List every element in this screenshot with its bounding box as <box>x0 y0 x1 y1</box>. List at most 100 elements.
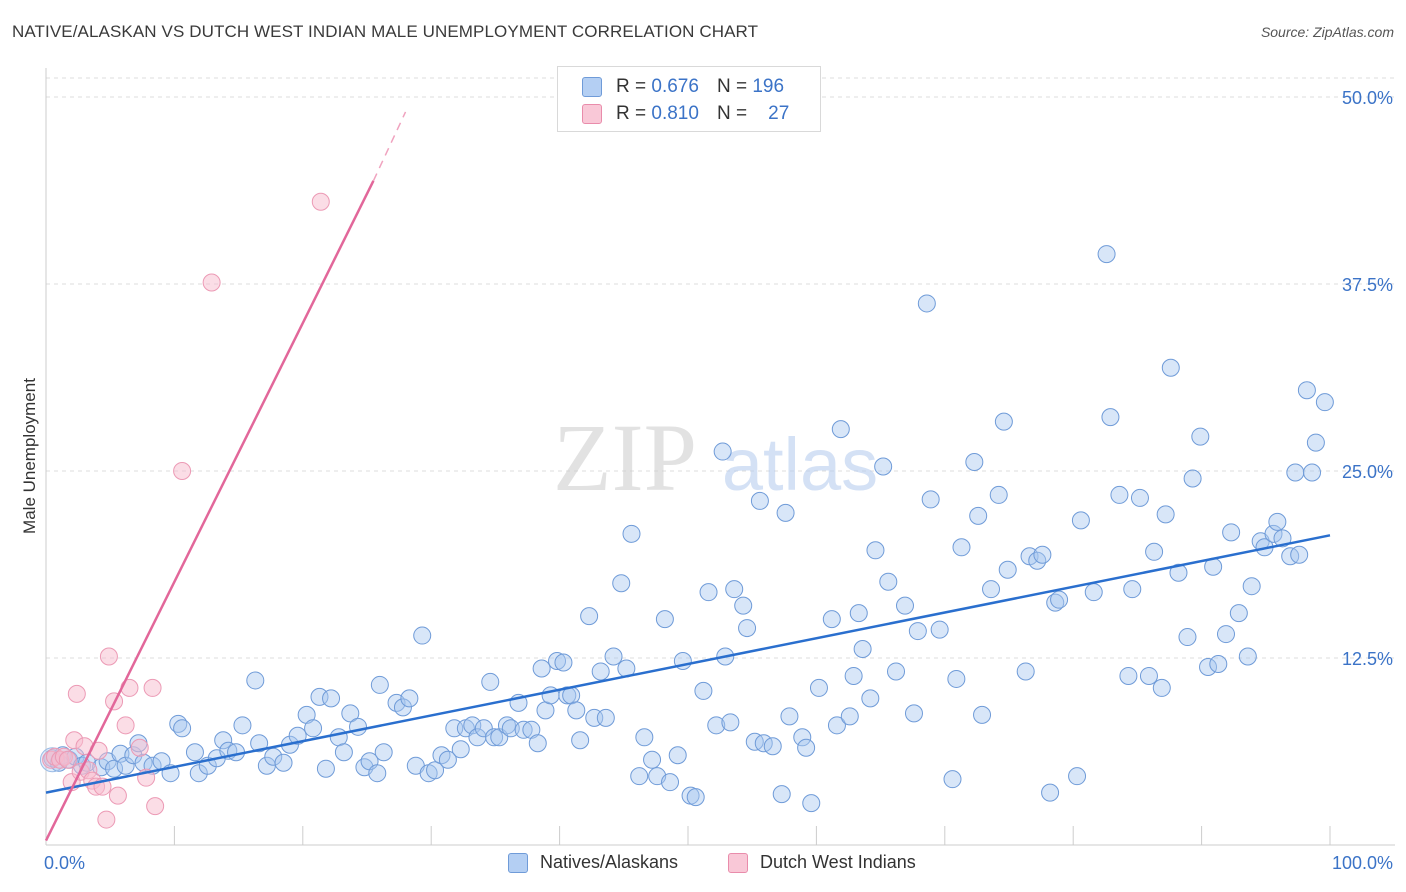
data-point-natives <box>982 580 1001 599</box>
legend-r-value: 0.676 <box>651 76 699 97</box>
data-point-natives <box>1183 469 1202 488</box>
data-point-natives <box>116 756 135 775</box>
chart-title: NATIVE/ALASKAN VS DUTCH WEST INDIAN MALE… <box>12 22 759 41</box>
data-point-natives <box>463 716 482 735</box>
data-point-natives <box>1145 542 1164 561</box>
watermark-zip: ZIP <box>553 404 697 511</box>
data-point-natives <box>840 707 859 726</box>
data-point-natives <box>1290 545 1309 564</box>
data-point-natives <box>686 788 705 807</box>
data-point-natives <box>1097 245 1116 264</box>
grid-layer <box>46 77 1395 659</box>
data-point-natives <box>1315 393 1334 412</box>
data-point-natives <box>827 716 846 735</box>
data-point-natives <box>304 719 323 738</box>
data-point-natives <box>861 689 880 708</box>
data-point-natives <box>763 737 782 756</box>
data-point-natives <box>329 728 348 747</box>
data-point-natives <box>105 759 124 778</box>
data-point-natives <box>250 734 269 753</box>
data-point-natives <box>793 728 812 747</box>
data-point-natives <box>1130 488 1149 507</box>
data-point-natives <box>474 719 493 738</box>
data-point-natives <box>930 620 949 639</box>
data-point-natives <box>111 744 130 763</box>
data-point-dutch <box>108 786 127 805</box>
data-point-natives <box>1139 666 1158 685</box>
legend-r-label: R = <box>616 76 647 97</box>
data-point-natives <box>1281 547 1300 566</box>
legend-swatch-blue <box>508 852 528 873</box>
data-point-dutch <box>143 678 162 697</box>
data-point-natives <box>797 738 816 757</box>
data-point-natives <box>1297 381 1316 400</box>
data-point-natives <box>288 726 307 745</box>
data-point-natives <box>866 541 885 560</box>
legend-n-value: 27 <box>768 103 790 124</box>
data-point-dutch <box>116 716 135 735</box>
data-point-natives <box>370 675 389 694</box>
data-point-natives <box>1242 577 1261 596</box>
data-point-natives <box>780 707 799 726</box>
data-point-natives <box>246 671 265 690</box>
data-point-natives <box>1028 551 1047 570</box>
legend-item-natives[interactable]: Natives/Alaskans <box>508 852 678 873</box>
data-point-natives <box>917 294 936 313</box>
legend-item-dutch[interactable]: Dutch West Indians <box>728 852 916 873</box>
data-point-natives <box>1156 505 1175 524</box>
data-point-natives <box>316 759 335 778</box>
data-point-natives <box>1268 512 1287 531</box>
data-point-natives <box>1084 583 1103 602</box>
data-point-natives <box>1123 580 1142 599</box>
data-point-natives <box>438 750 457 769</box>
data-point-natives <box>514 720 533 739</box>
data-point-natives <box>721 713 740 732</box>
data-point-natives <box>969 506 988 525</box>
watermark-atlas: atlas <box>722 423 878 506</box>
legend-label: Dutch West Indians <box>760 852 916 872</box>
data-point-natives <box>1306 433 1325 452</box>
legend-swatch-pink <box>582 104 602 124</box>
data-point-natives <box>921 490 940 509</box>
data-point-natives <box>1286 463 1305 482</box>
data-point-natives <box>189 764 208 783</box>
data-point-natives <box>668 746 687 765</box>
data-point-natives <box>548 651 567 670</box>
data-point-natives <box>432 746 451 765</box>
data-point-natives <box>536 701 555 720</box>
x-tick-label: 100.0% <box>1332 853 1393 873</box>
data-point-natives <box>426 761 445 780</box>
data-point-natives <box>998 560 1017 579</box>
data-point-natives <box>1101 408 1120 427</box>
data-point-natives <box>1222 523 1241 542</box>
data-point-natives <box>334 743 353 762</box>
data-point-natives <box>1152 678 1171 697</box>
data-point-natives <box>1119 666 1138 685</box>
data-point-natives <box>1303 463 1322 482</box>
data-point-natives <box>341 704 360 723</box>
data-point-natives <box>1169 563 1188 582</box>
trendline-dutch <box>44 180 375 842</box>
data-point-natives <box>822 610 841 629</box>
axis-layer <box>45 68 1395 846</box>
data-point-natives <box>947 669 966 688</box>
data-point-natives <box>481 672 500 691</box>
data-point-natives <box>802 794 821 813</box>
data-point-natives <box>630 767 649 786</box>
source-label: Source: ZipAtlas.com <box>1260 24 1394 40</box>
data-point-natives <box>567 701 586 720</box>
y-tick-label: 50.0% <box>1342 88 1393 108</box>
data-point-dutch <box>202 273 221 292</box>
data-point-natives <box>393 698 412 717</box>
data-point-natives <box>849 604 868 623</box>
data-point-natives <box>528 734 547 753</box>
data-point-natives <box>1033 545 1052 564</box>
legend-r-value: 0.810 <box>651 103 699 124</box>
legend-r-label: R = <box>616 103 647 124</box>
data-point-natives <box>908 622 927 641</box>
data-point-natives <box>1209 654 1228 673</box>
data-point-dutch <box>67 684 86 703</box>
legend-n-label: N = <box>716 103 748 124</box>
data-point-natives <box>952 538 971 557</box>
